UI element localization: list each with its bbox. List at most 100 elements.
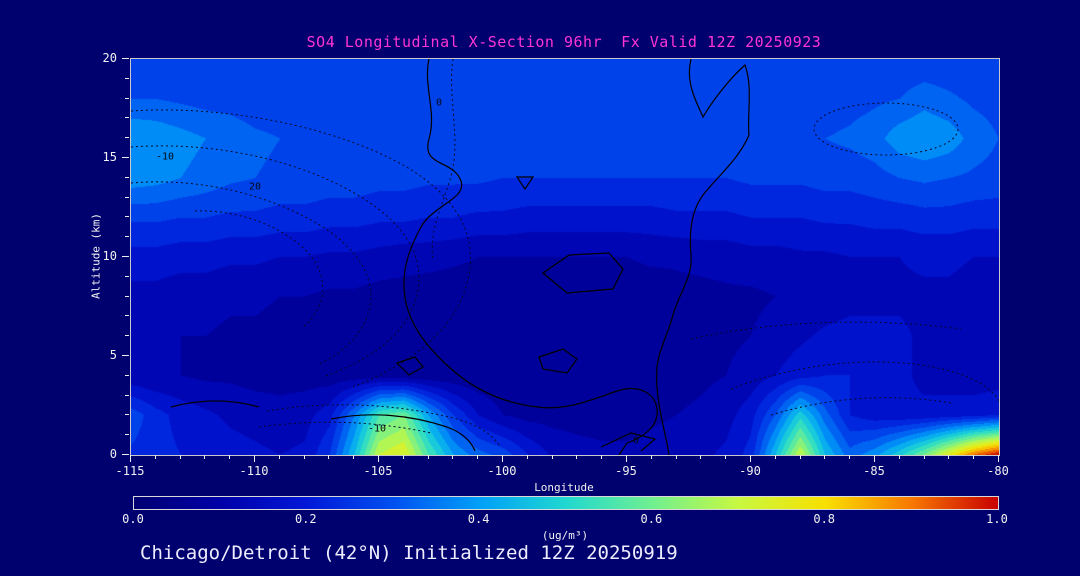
caption: Chicago/Detroit (42°N) Initialized 12Z 2… — [140, 542, 678, 564]
contour-line-dotted — [730, 361, 999, 402]
y-tick-label: 15 — [102, 150, 117, 164]
contour-line-solid — [330, 414, 476, 452]
contour-line-solid — [600, 432, 657, 452]
x-axis-tick — [130, 455, 131, 462]
y-axis-tick — [125, 77, 129, 79]
contour-line-solid — [395, 356, 424, 376]
x-tick-label: -80 — [987, 464, 1009, 478]
colorbar — [133, 496, 999, 510]
x-tick-label: -95 — [615, 464, 637, 478]
y-tick-label: 20 — [102, 51, 117, 65]
contour-line-dotted — [131, 145, 420, 378]
y-axis-tick — [125, 414, 129, 416]
heatmap-canvas — [131, 59, 999, 455]
x-axis-title: Longitude — [534, 481, 594, 494]
y-axis-tick — [125, 117, 129, 119]
x-axis-tick — [551, 455, 553, 459]
contour-line-solid — [170, 400, 260, 408]
y-axis-tick — [125, 97, 129, 99]
contour-line-dotted — [690, 321, 962, 340]
x-axis-tick — [179, 455, 181, 459]
x-axis-tick — [799, 455, 801, 459]
contour-line-dotted — [131, 181, 372, 366]
x-axis-tick — [973, 455, 975, 459]
x-axis-tick — [229, 455, 231, 459]
y-axis-tick — [125, 275, 129, 277]
x-axis-tick — [303, 455, 305, 459]
x-axis-tick — [353, 455, 355, 459]
x-tick-label: -100 — [487, 464, 517, 478]
y-tick-label: 5 — [109, 348, 117, 362]
plot-area: -10 20 -10 0 0 — [130, 58, 1000, 456]
colorbar-tick-label: 0.4 — [467, 512, 490, 526]
x-axis-tick — [874, 455, 875, 462]
contour-line-dotted — [258, 421, 432, 434]
plot-title: SO4 Longitudinal X-Section 96hr Fx Valid… — [306, 33, 822, 51]
y-axis-tick — [125, 315, 129, 317]
y-axis-title: Altitude (km) — [89, 212, 103, 300]
y-axis-tick — [125, 216, 129, 218]
x-axis-tick — [502, 455, 503, 462]
x-axis-tick — [725, 455, 727, 459]
x-axis-tick — [650, 455, 652, 459]
x-axis-tick — [254, 455, 255, 462]
x-axis-tick — [402, 455, 404, 459]
x-axis-tick — [700, 455, 702, 459]
x-axis-tick — [948, 455, 950, 459]
y-axis-tick — [125, 196, 129, 198]
contour-label: 0 — [632, 435, 640, 447]
y-axis-tick — [125, 394, 129, 396]
x-axis: -115 -110 -105 -100 -95 -90 -85 -80 — [116, 455, 1009, 489]
colorbar-tick-label: 0.8 — [813, 512, 836, 526]
colorbar-tick-label: 0.2 — [294, 512, 317, 526]
y-axis-tick — [122, 454, 129, 455]
y-axis-tick — [125, 236, 129, 238]
x-axis-tick — [774, 455, 776, 459]
contour-label: 0 — [435, 97, 443, 109]
y-axis-tick — [125, 434, 129, 436]
x-axis-tick — [452, 455, 454, 459]
y-axis-tick — [125, 137, 129, 139]
contour-label: -10 — [155, 151, 175, 163]
x-axis-tick — [898, 455, 900, 459]
y-tick-label: 10 — [102, 249, 117, 263]
y-axis-tick — [122, 355, 129, 356]
x-axis-tick — [923, 455, 925, 459]
colorbar-tick-label: 0.0 — [122, 512, 144, 526]
contour-line-solid — [538, 348, 578, 374]
x-axis-tick — [750, 455, 751, 462]
y-axis-tick — [122, 58, 129, 59]
y-axis-tick — [125, 335, 129, 337]
contour-label: -10 — [367, 423, 387, 435]
x-axis-tick — [824, 455, 826, 459]
contour-line-dotted — [813, 102, 959, 156]
x-axis-tick — [998, 455, 999, 462]
x-axis-tick — [576, 455, 578, 459]
contour-line-dotted — [131, 109, 471, 388]
contour-line-solid — [403, 59, 658, 455]
x-axis-tick — [278, 455, 280, 459]
x-axis-tick — [328, 455, 330, 459]
colorbar-tick-label: 0.6 — [640, 512, 663, 526]
y-axis-tick — [125, 374, 129, 376]
contour-line-solid — [656, 59, 750, 455]
x-tick-label: -110 — [239, 464, 269, 478]
contour-label: 20 — [248, 181, 262, 193]
colorbar-ticks: 0.0 0.2 0.4 0.6 0.8 1.0 — [122, 512, 1008, 527]
x-axis-tick — [427, 455, 429, 459]
contour-line-solid — [542, 252, 624, 294]
x-axis-tick — [675, 455, 677, 459]
x-axis-tick — [378, 455, 379, 462]
x-axis-tick — [526, 455, 528, 459]
contour-overlay — [131, 59, 999, 455]
colorbar-units: (ug/m³) — [541, 529, 589, 542]
contour-line-dotted — [266, 404, 500, 446]
y-axis-tick — [125, 176, 129, 178]
x-axis-tick — [601, 455, 603, 459]
y-axis-tick — [122, 256, 129, 257]
y-axis-tick — [122, 157, 129, 158]
x-axis-tick — [626, 455, 627, 462]
y-axis-tick — [125, 295, 129, 297]
contour-line-dotted — [194, 210, 324, 328]
